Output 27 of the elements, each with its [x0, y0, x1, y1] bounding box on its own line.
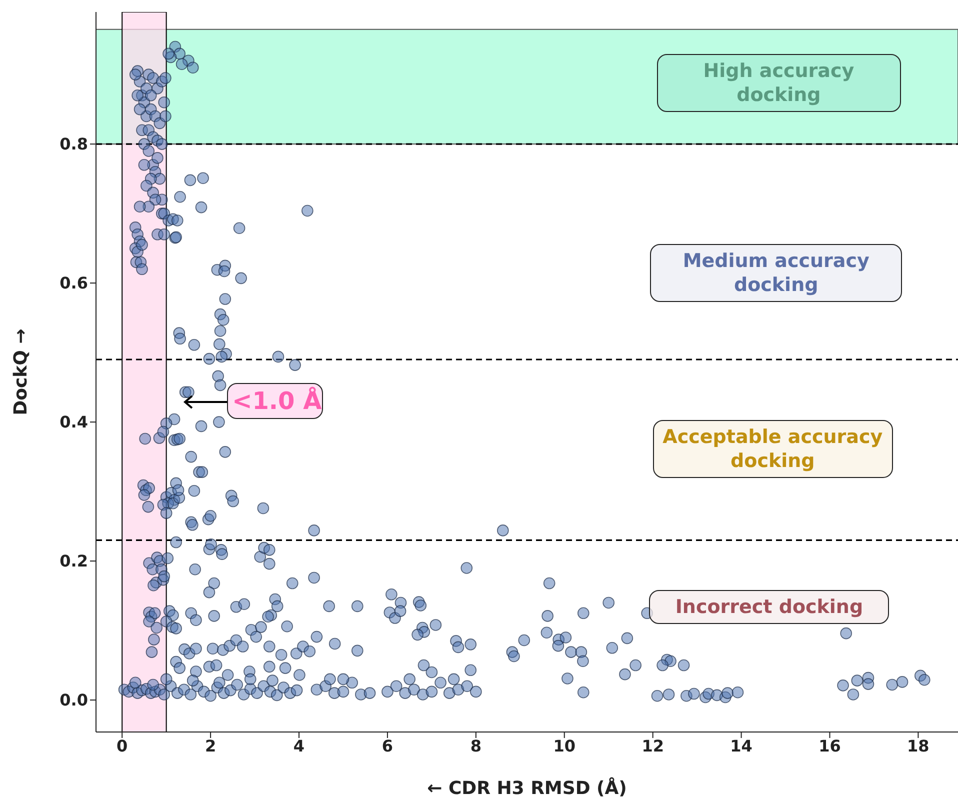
annotation: Acceptable accuracy docking	[662, 426, 883, 472]
x-tick-label: 2	[204, 736, 216, 756]
y-axis-title: DockQ →	[10, 328, 32, 416]
x-tick-label: 4	[293, 736, 305, 756]
annotation: <1.0 Å	[232, 386, 322, 415]
x-tick-label: 6	[382, 736, 394, 756]
callout-box: Incorrect docking	[649, 590, 890, 624]
x-tick-label: 8	[470, 736, 482, 756]
annotation: Incorrect docking	[675, 596, 864, 618]
y-tick-label: 0.4	[60, 412, 88, 432]
y-tick-label: 0.2	[60, 552, 88, 571]
callout-box: Medium accuracy docking	[650, 244, 902, 302]
annotation: Medium accuracy docking	[682, 250, 870, 296]
y-tick-label: 0.6	[60, 274, 88, 293]
x-tick-label: 16	[818, 736, 841, 756]
x-axis-title: ← CDR H3 RMSD (Å)	[427, 777, 627, 799]
y-tick-label: 0.0	[60, 690, 88, 710]
callout-box: High accuracy docking	[656, 54, 901, 112]
callout-box: <1.0 Å	[227, 382, 324, 419]
x-tick-label: 18	[907, 736, 930, 756]
x-tick-label: 14	[730, 736, 752, 756]
y-tick-label: 0.8	[60, 134, 88, 154]
callout-box: Acceptable accuracy docking	[652, 420, 893, 478]
x-tick-label: 12	[642, 736, 664, 756]
annotation: High accuracy docking	[703, 60, 854, 106]
x-tick-label: 10	[553, 736, 576, 756]
x-tick-label: 0	[116, 736, 128, 756]
